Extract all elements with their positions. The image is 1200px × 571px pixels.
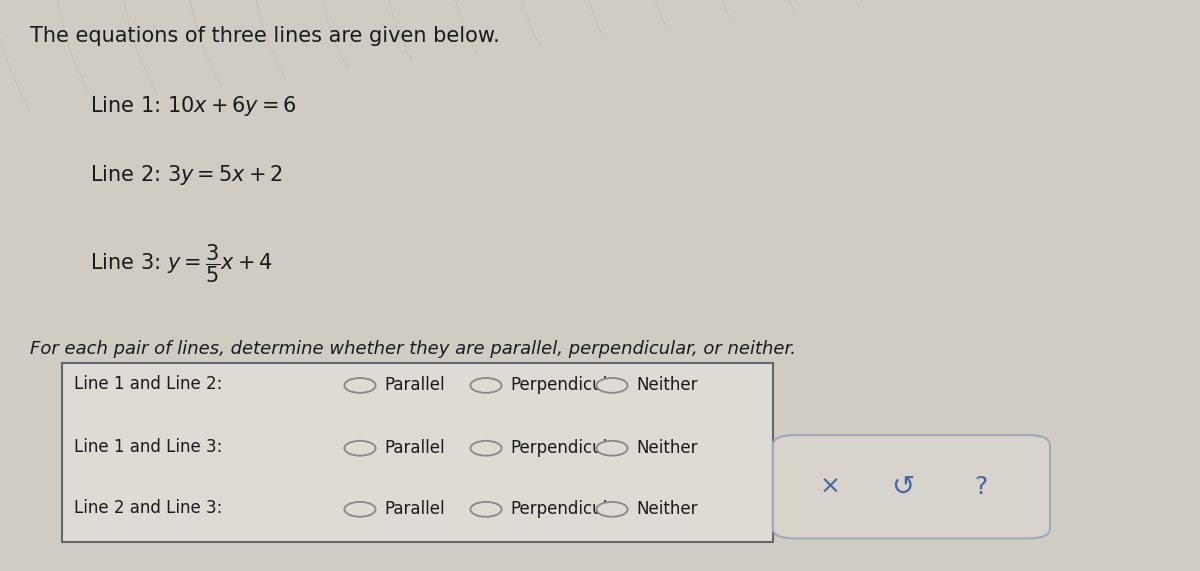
FancyBboxPatch shape <box>773 435 1050 538</box>
Text: Line 1: $10x+6y=6$: Line 1: $10x+6y=6$ <box>90 94 296 118</box>
Circle shape <box>596 441 628 456</box>
Text: The equations of three lines are given below.: The equations of three lines are given b… <box>30 26 499 46</box>
Circle shape <box>596 502 628 517</box>
Circle shape <box>470 441 502 456</box>
Circle shape <box>344 441 376 456</box>
Text: Line 3: $y=\dfrac{3}{5}x+4$: Line 3: $y=\dfrac{3}{5}x+4$ <box>90 243 274 285</box>
FancyBboxPatch shape <box>62 363 773 542</box>
Circle shape <box>596 378 628 393</box>
Circle shape <box>470 502 502 517</box>
Text: Neither: Neither <box>636 500 697 518</box>
Text: Line 2: $3y=5x+2$: Line 2: $3y=5x+2$ <box>90 163 283 187</box>
Text: Perpendicular: Perpendicular <box>510 500 624 518</box>
Text: ×: × <box>820 475 841 499</box>
Circle shape <box>344 378 376 393</box>
Text: Perpendicular: Perpendicular <box>510 439 624 457</box>
Text: Parallel: Parallel <box>384 439 445 457</box>
Circle shape <box>470 378 502 393</box>
Text: Parallel: Parallel <box>384 376 445 395</box>
Circle shape <box>344 502 376 517</box>
Text: Parallel: Parallel <box>384 500 445 518</box>
Text: Line 1 and Line 2:: Line 1 and Line 2: <box>74 375 223 393</box>
Text: Perpendicular: Perpendicular <box>510 376 624 395</box>
Text: For each pair of lines, determine whether they are parallel, perpendicular, or n: For each pair of lines, determine whethe… <box>30 340 796 358</box>
Text: ?: ? <box>973 475 988 499</box>
Text: ↺: ↺ <box>890 473 914 501</box>
Text: Line 1 and Line 3:: Line 1 and Line 3: <box>74 438 223 456</box>
Text: Neither: Neither <box>636 439 697 457</box>
Text: Line 2 and Line 3:: Line 2 and Line 3: <box>74 499 223 517</box>
Text: Neither: Neither <box>636 376 697 395</box>
